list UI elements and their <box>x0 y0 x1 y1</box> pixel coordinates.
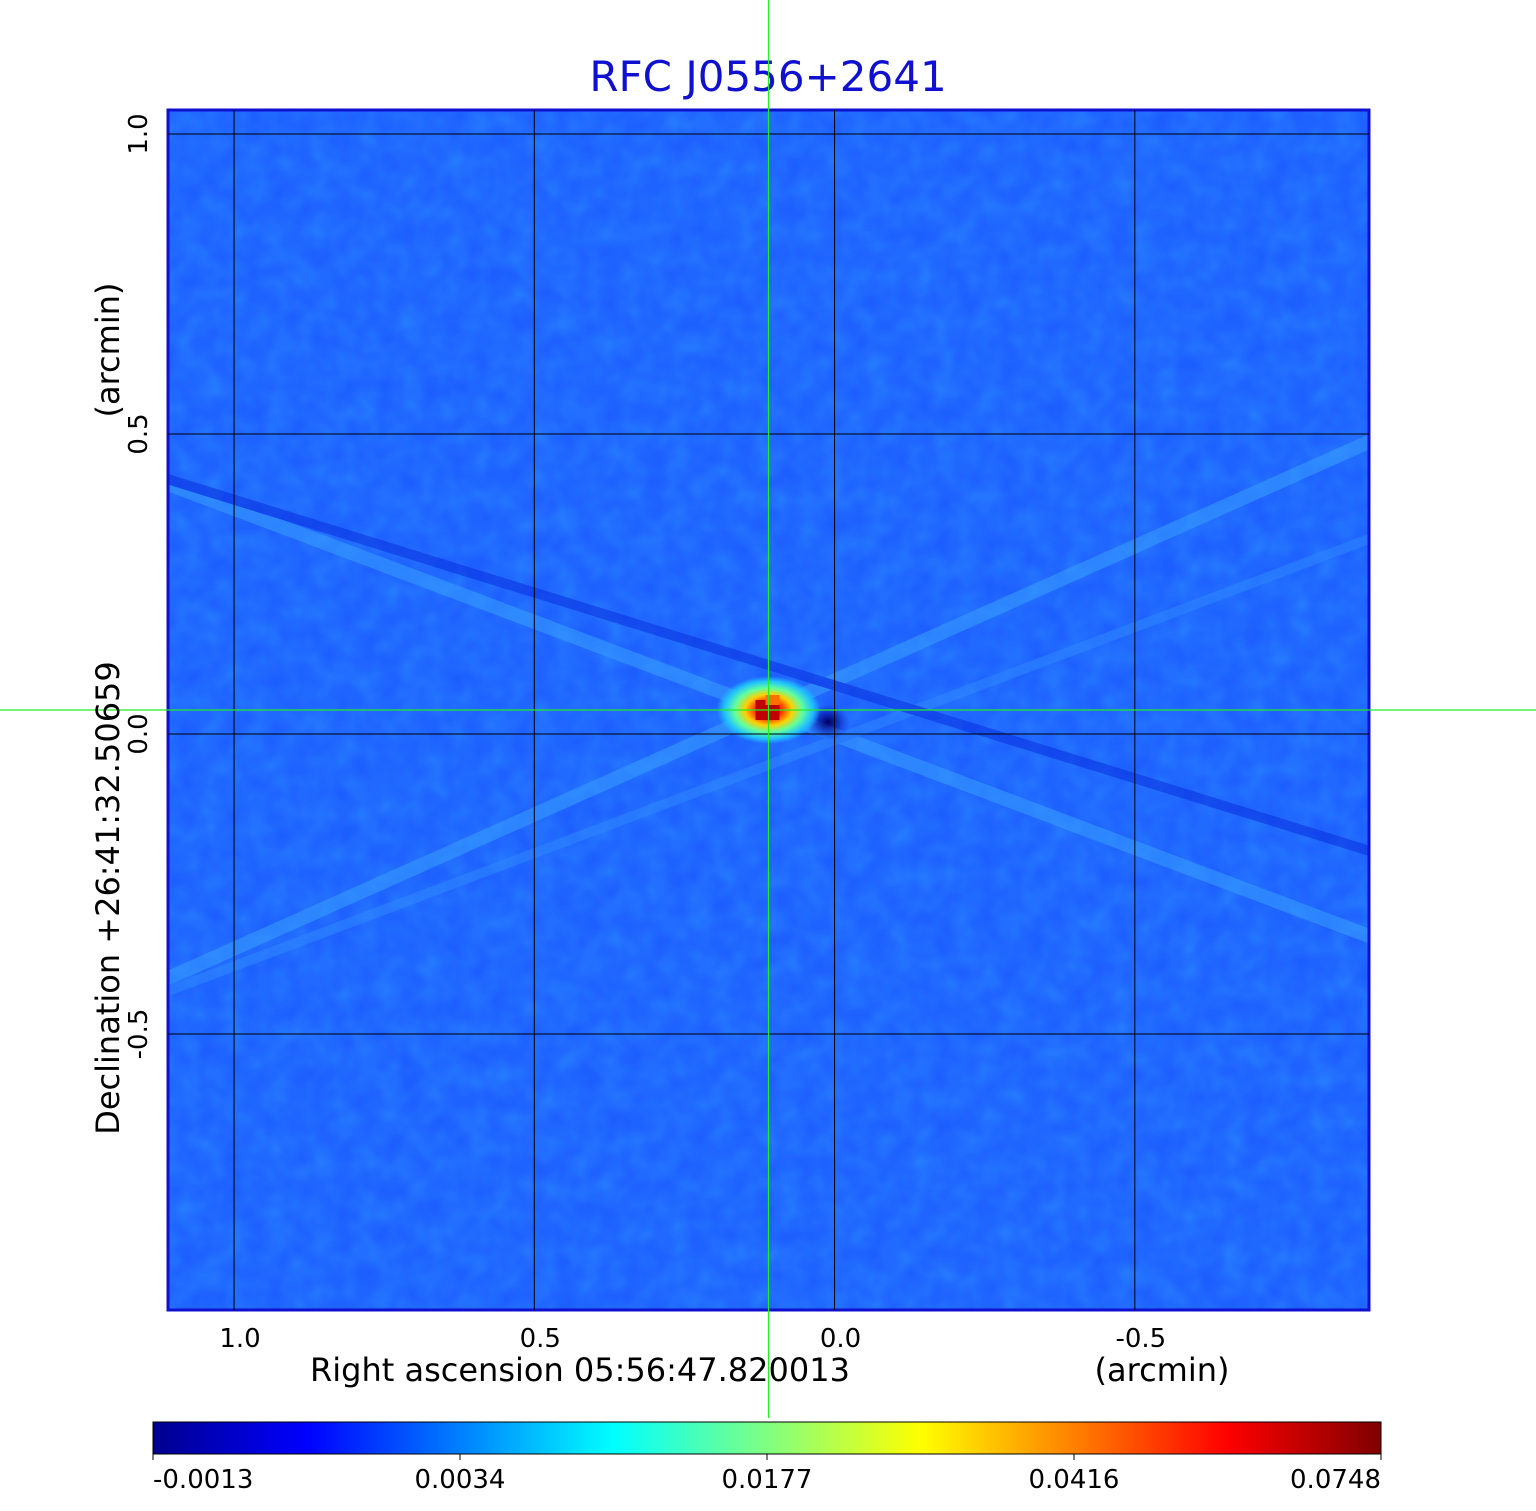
source-core-edge <box>765 695 780 705</box>
x-tick-label: 1.0 <box>219 1324 260 1354</box>
colorbar-tick-label: 0.0177 <box>722 1465 813 1495</box>
y-axis-label: Declination +26:41:32.50659 <box>89 661 127 1135</box>
colorbar-tick-label: 0.0034 <box>415 1465 506 1495</box>
y-tick-label: 1.0 <box>124 113 154 154</box>
x-tick-labels: 1.0 0.5 0.0 -0.5 <box>219 1324 1166 1354</box>
y-tick-label: -0.5 <box>124 1009 154 1060</box>
x-tick-label: 0.5 <box>520 1324 561 1354</box>
y-tick-label: 0.0 <box>124 713 154 754</box>
x-axis-label: Right ascension 05:56:47.820013 <box>310 1351 850 1389</box>
colorbar-tick-label: 0.0748 <box>1290 1465 1381 1495</box>
colorbar-ticks: -0.0013 0.0034 0.0177 0.0416 0.0748 <box>152 1454 1382 1495</box>
x-axis-unit: (arcmin) <box>1095 1351 1230 1389</box>
colorbar-tick-label: 0.0416 <box>1029 1465 1120 1495</box>
x-tick-label: -0.5 <box>1115 1324 1166 1354</box>
colorbar <box>152 1421 1382 1455</box>
colorbar-tick-label: -0.0013 <box>153 1465 253 1495</box>
y-axis-unit: (arcmin) <box>89 283 127 418</box>
y-tick-labels: 1.0 0.5 0.0 -0.5 <box>124 113 154 1059</box>
y-tick-label: 0.5 <box>124 413 154 454</box>
crosshair <box>0 0 1536 1418</box>
x-tick-label: 0.0 <box>820 1324 861 1354</box>
